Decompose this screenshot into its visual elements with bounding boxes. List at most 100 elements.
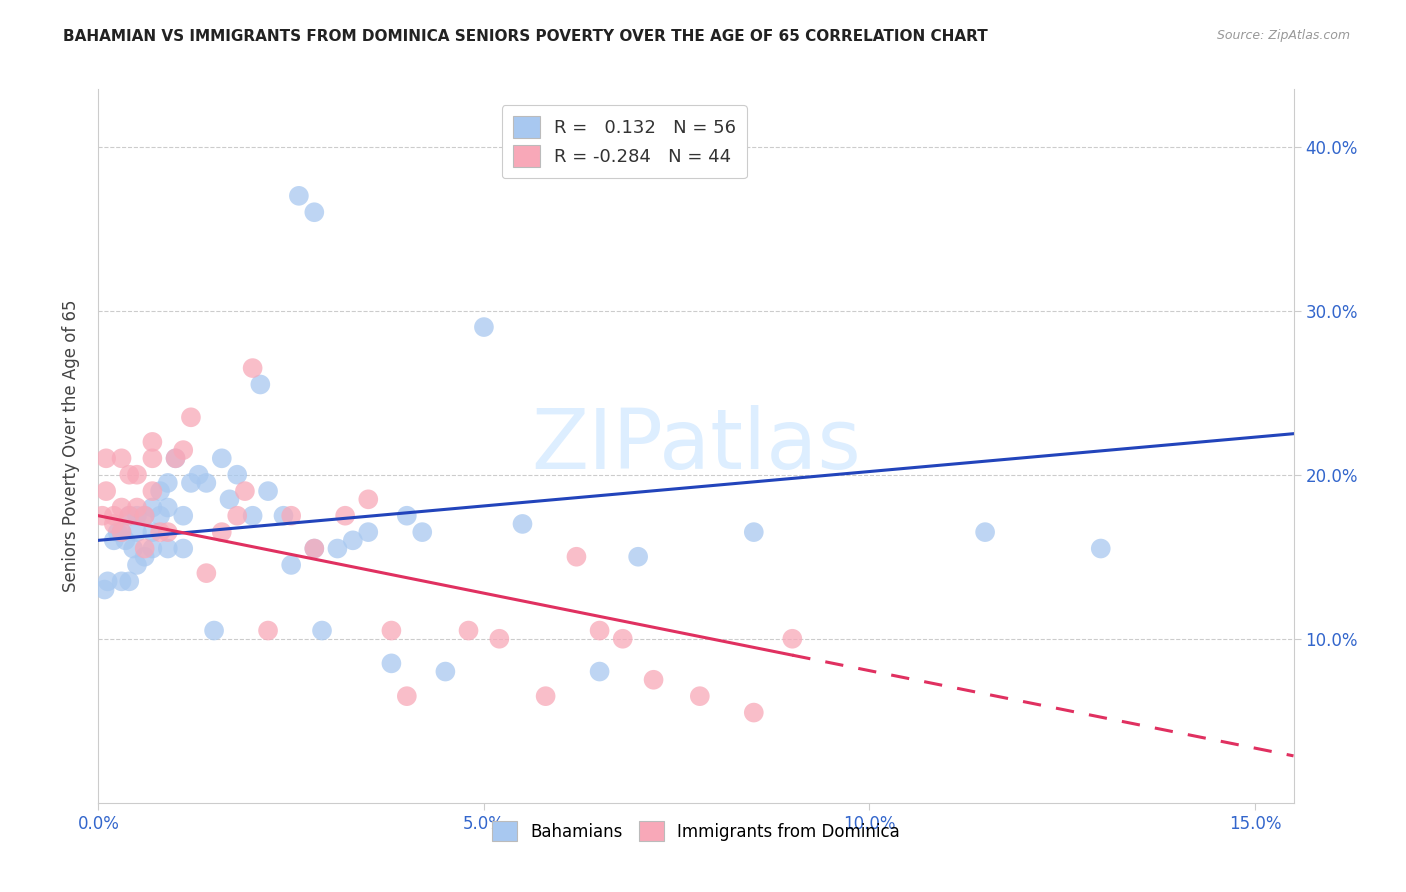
Point bbox=[742, 525, 765, 540]
Point bbox=[326, 541, 349, 556]
Point bbox=[226, 508, 249, 523]
Point bbox=[395, 508, 418, 523]
Point bbox=[218, 492, 240, 507]
Point bbox=[304, 541, 326, 556]
Point bbox=[91, 508, 114, 523]
Point bbox=[380, 624, 402, 638]
Point bbox=[156, 500, 179, 515]
Point bbox=[125, 558, 148, 572]
Legend: Bahamians, Immigrants from Dominica: Bahamians, Immigrants from Dominica bbox=[485, 814, 907, 848]
Point bbox=[149, 484, 172, 499]
Point bbox=[342, 533, 364, 548]
Point bbox=[110, 451, 132, 466]
Point bbox=[134, 508, 156, 523]
Point bbox=[434, 665, 457, 679]
Point bbox=[97, 574, 120, 589]
Point bbox=[156, 475, 179, 490]
Point bbox=[195, 566, 218, 581]
Point bbox=[202, 624, 225, 638]
Point bbox=[107, 525, 129, 540]
Point bbox=[357, 525, 380, 540]
Point bbox=[172, 508, 194, 523]
Point bbox=[134, 508, 156, 523]
Point bbox=[172, 443, 194, 458]
Point bbox=[103, 516, 125, 531]
Text: Source: ZipAtlas.com: Source: ZipAtlas.com bbox=[1216, 29, 1350, 42]
Point bbox=[125, 525, 148, 540]
Point bbox=[93, 582, 115, 597]
Point bbox=[257, 624, 280, 638]
Point bbox=[472, 320, 495, 334]
Point bbox=[588, 665, 610, 679]
Point bbox=[411, 525, 433, 540]
Point bbox=[141, 525, 163, 540]
Point bbox=[273, 508, 295, 523]
Point bbox=[134, 549, 156, 564]
Point bbox=[110, 525, 132, 540]
Point bbox=[288, 189, 311, 203]
Point bbox=[110, 500, 132, 515]
Point bbox=[118, 574, 141, 589]
Point bbox=[1090, 541, 1112, 556]
Point bbox=[689, 689, 711, 703]
Point bbox=[195, 475, 218, 490]
Point bbox=[165, 451, 187, 466]
Point bbox=[156, 541, 179, 556]
Point bbox=[395, 689, 418, 703]
Point bbox=[588, 624, 610, 638]
Point bbox=[94, 484, 117, 499]
Point bbox=[304, 541, 326, 556]
Point bbox=[141, 434, 163, 449]
Point bbox=[974, 525, 997, 540]
Point bbox=[125, 467, 148, 482]
Point bbox=[782, 632, 804, 646]
Point bbox=[643, 673, 665, 687]
Point bbox=[149, 525, 172, 540]
Point bbox=[118, 508, 141, 523]
Point bbox=[627, 549, 650, 564]
Point bbox=[187, 467, 209, 482]
Point bbox=[457, 624, 479, 638]
Point bbox=[125, 508, 148, 523]
Point bbox=[512, 516, 534, 531]
Point bbox=[257, 484, 280, 499]
Point bbox=[110, 525, 132, 540]
Point bbox=[226, 467, 249, 482]
Point bbox=[742, 706, 765, 720]
Point bbox=[156, 525, 179, 540]
Point bbox=[242, 361, 264, 376]
Point bbox=[114, 533, 136, 548]
Point bbox=[180, 410, 202, 425]
Point bbox=[103, 533, 125, 548]
Point bbox=[249, 377, 271, 392]
Point bbox=[141, 484, 163, 499]
Point bbox=[304, 205, 326, 219]
Point bbox=[242, 508, 264, 523]
Point bbox=[311, 624, 333, 638]
Point bbox=[172, 541, 194, 556]
Point bbox=[233, 484, 256, 499]
Point bbox=[488, 632, 510, 646]
Point bbox=[333, 508, 356, 523]
Point bbox=[118, 508, 141, 523]
Y-axis label: Seniors Poverty Over the Age of 65: Seniors Poverty Over the Age of 65 bbox=[62, 300, 80, 592]
Point bbox=[565, 549, 588, 564]
Point bbox=[118, 467, 141, 482]
Point bbox=[141, 541, 163, 556]
Point bbox=[141, 451, 163, 466]
Point bbox=[357, 492, 380, 507]
Point bbox=[165, 451, 187, 466]
Text: BAHAMIAN VS IMMIGRANTS FROM DOMINICA SENIORS POVERTY OVER THE AGE OF 65 CORRELAT: BAHAMIAN VS IMMIGRANTS FROM DOMINICA SEN… bbox=[63, 29, 988, 44]
Point bbox=[211, 525, 233, 540]
Point bbox=[103, 508, 125, 523]
Point bbox=[110, 574, 132, 589]
Point bbox=[380, 657, 402, 671]
Point bbox=[125, 500, 148, 515]
Point bbox=[180, 475, 202, 490]
Point bbox=[612, 632, 634, 646]
Point bbox=[141, 500, 163, 515]
Point bbox=[280, 558, 302, 572]
Point bbox=[534, 689, 557, 703]
Point bbox=[122, 541, 145, 556]
Point bbox=[211, 451, 233, 466]
